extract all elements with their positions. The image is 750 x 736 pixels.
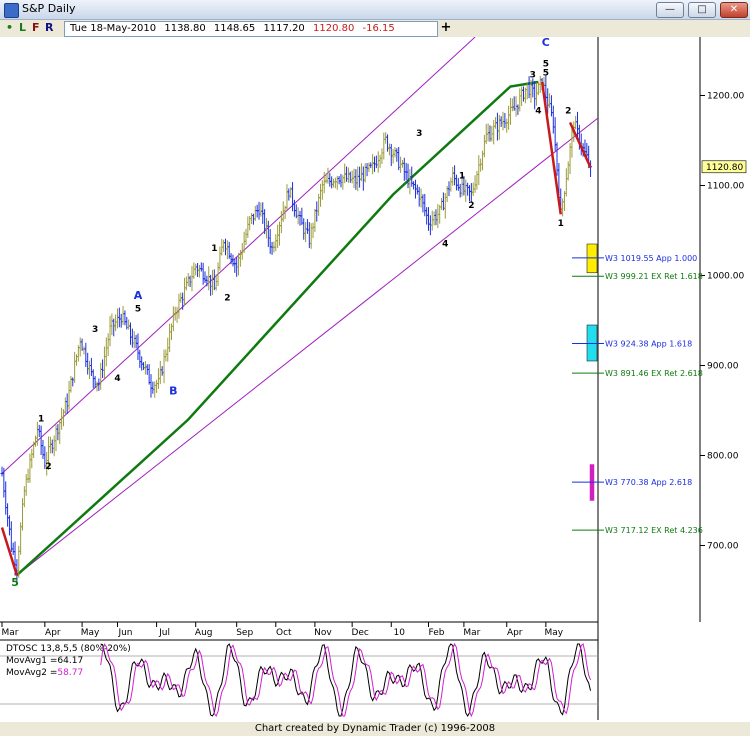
quote-close: 1120.80	[312, 23, 355, 34]
wave-label: 3	[416, 129, 422, 139]
wave-label: 2	[45, 462, 51, 472]
wave-label: 5	[543, 60, 549, 70]
window-title: S&P Daily	[22, 2, 76, 15]
wave-label: 3	[92, 325, 98, 335]
target-label: W3 770.38 App 2.618	[605, 478, 692, 487]
month-label: Jun	[117, 628, 132, 638]
wave-label: 1	[38, 414, 44, 424]
osc-movavg2-value: 58.77	[57, 668, 83, 678]
wave-label: 2	[224, 294, 230, 304]
wave-label: 5	[11, 576, 19, 589]
red-line	[540, 81, 562, 215]
wave-label: 1	[459, 171, 465, 181]
red-line	[0, 527, 19, 576]
last-price-label: 1120.80	[706, 163, 743, 173]
quote-field: Tue 18-May-2010 1138.80 1148.65 1117.20 …	[64, 21, 438, 37]
osc-line-movavg1	[100, 643, 592, 717]
wave-label: 5	[135, 305, 141, 315]
wave-label: B	[169, 384, 177, 397]
dot-icon[interactable]: •	[6, 21, 14, 34]
osc-movavg1-value: 64.17	[57, 656, 83, 666]
month-label: Dec	[351, 628, 368, 638]
target-box	[586, 324, 598, 362]
wave-label: 4	[535, 107, 541, 117]
footer-credit: Chart created by Dynamic Trader (c) 1996…	[0, 722, 750, 736]
month-label: Mar	[463, 628, 480, 638]
wave-label: 1	[558, 219, 564, 229]
month-label: Oct	[276, 628, 292, 638]
price-axis-area	[598, 37, 750, 722]
target-label: W3 1019.55 App 1.000	[605, 254, 697, 263]
month-label: Apr	[507, 628, 523, 638]
quote-change: -16.15	[362, 23, 395, 34]
quote-low: 1117.20	[263, 23, 305, 34]
target-label: W3 891.46 EX Ret 2.618	[605, 369, 703, 378]
wave-label: 4	[114, 374, 120, 384]
month-label: May	[545, 628, 564, 638]
toolbar-button-l[interactable]: L	[19, 21, 27, 34]
price-tick-label: 900.00	[707, 362, 739, 372]
price-tick-label: 800.00	[707, 452, 739, 462]
quote-high: 1148.65	[213, 23, 256, 34]
month-label: Sep	[236, 628, 253, 638]
osc-movavg2: MovAvg2 =58.77	[6, 668, 83, 678]
price-tick-label: 700.00	[707, 542, 739, 552]
wave-label: 2	[565, 107, 571, 117]
app-icon	[4, 3, 19, 18]
wave-label: 1	[211, 244, 217, 254]
chart: 700.00 800.00 900.00 1000.00 1100.00 1200.00 1…	[0, 37, 750, 722]
month-label: 10	[394, 628, 406, 638]
month-label: Feb	[429, 628, 445, 638]
close-button[interactable]: ✕	[720, 2, 748, 18]
wave-label: 3	[530, 71, 536, 81]
toolbar-button-f[interactable]: F	[32, 21, 40, 34]
price-tick-label: 1200.00	[707, 92, 744, 102]
month-label: Mar	[2, 628, 19, 638]
red-line	[568, 121, 592, 169]
quote-date: Tue 18-May-2010	[70, 23, 157, 34]
target-label: W3 999.21 EX Ret 1.618	[605, 272, 703, 281]
price-tick-label: 1000.00	[707, 272, 744, 282]
quote-open: 1138.80	[164, 23, 206, 34]
last-price-box	[701, 160, 747, 174]
wave-label: 2	[468, 201, 474, 211]
month-label: Jul	[158, 628, 170, 638]
minimize-button[interactable]: —	[656, 2, 684, 18]
add-button[interactable]: +	[440, 20, 452, 35]
wave-label: A	[134, 289, 143, 302]
osc-line-movavg2	[100, 642, 592, 718]
wave-label: 5	[543, 69, 549, 79]
ma-line	[16, 80, 539, 577]
title-bar: S&P Daily — □ ✕	[0, 0, 750, 20]
osc-movavg1: MovAvg1 =64.17	[6, 656, 83, 666]
maximize-button[interactable]: □	[688, 2, 716, 18]
target-label: W3 717.12 EX Ret 4.236	[605, 526, 703, 535]
toolbar: • L F R Tue 18-May-2010 1138.80 1148.65 …	[0, 20, 750, 38]
month-label: Apr	[45, 628, 61, 638]
month-label: Aug	[195, 628, 213, 638]
wave-label: C	[542, 37, 550, 49]
channel-lower-line	[16, 117, 599, 576]
target-label: W3 924.38 App 1.618	[605, 340, 692, 349]
month-label: May	[81, 628, 100, 638]
price-tick-label: 1100.00	[707, 182, 744, 192]
price-panel	[0, 37, 598, 622]
toolbar-button-r[interactable]: R	[45, 21, 54, 34]
wave-label: 4	[442, 240, 448, 250]
month-label: Nov	[314, 628, 332, 638]
osc-title: DTOSC 13,8,5,5 (80%-20%)	[6, 644, 131, 654]
